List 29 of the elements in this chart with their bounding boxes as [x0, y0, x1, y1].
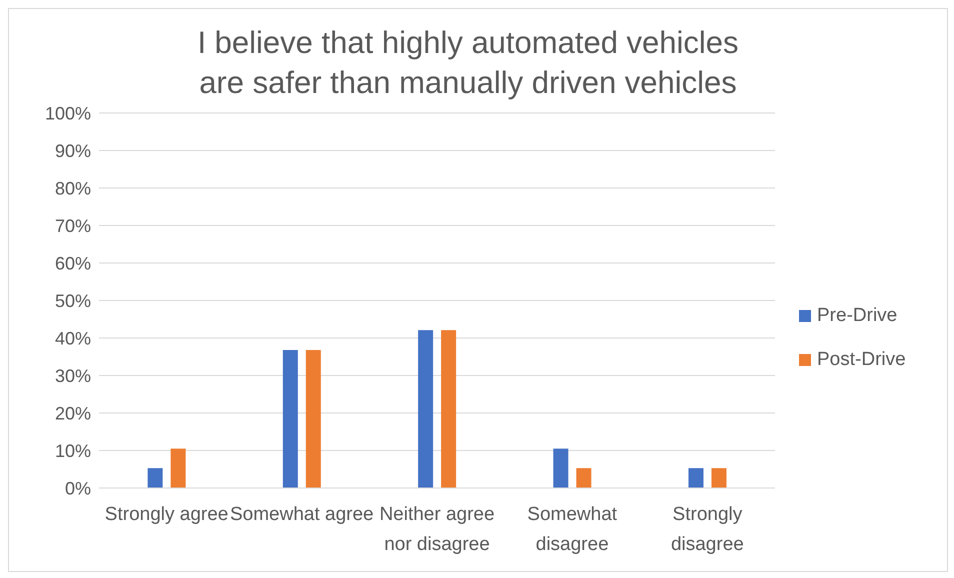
- y-tick-label: 30%: [54, 366, 91, 386]
- legend-label: Pre-Drive: [816, 304, 898, 328]
- bar: [553, 448, 568, 488]
- y-tick-label: 40%: [54, 328, 91, 348]
- y-tick-label: 50%: [54, 290, 91, 311]
- bar: [576, 468, 592, 488]
- bar: [306, 350, 321, 488]
- bar: [148, 468, 163, 488]
- y-tick-label: 70%: [54, 216, 91, 236]
- bar: [441, 330, 456, 488]
- chart-title: I believe that highly automated vehicles are safer than manually driven vehicles: [196, 24, 740, 102]
- y-tick-label: 0%: [64, 478, 91, 498]
- bar: [170, 448, 186, 488]
- x-tick-label: Strongly agree: [104, 504, 228, 525]
- x-tick-label: Somewhat agree: [230, 504, 374, 525]
- bar: [418, 330, 434, 488]
- x-tick-label: Strongly disagree: [670, 504, 744, 555]
- y-tick-label: 90%: [54, 140, 91, 161]
- x-tick-label: Somewhat disagree: [527, 504, 618, 555]
- y-tick-label: 10%: [54, 440, 91, 461]
- y-tick-label: 100%: [44, 103, 91, 124]
- y-tick-label: 80%: [54, 178, 91, 198]
- bar: [282, 350, 298, 488]
- y-tick-label: 20%: [54, 403, 91, 424]
- x-tick-label: Neither agree nor disagree: [379, 504, 495, 555]
- y-tick-label: 60%: [54, 253, 91, 274]
- legend-label: Post-Drive: [816, 348, 907, 372]
- bar: [711, 468, 726, 488]
- bar: [688, 468, 704, 488]
